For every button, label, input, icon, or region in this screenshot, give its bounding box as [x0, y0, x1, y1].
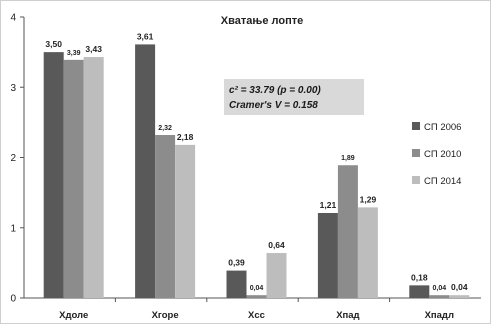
bar-2-5: [429, 295, 450, 298]
bar-3-1: [83, 57, 104, 299]
y-tick-label: 0: [10, 294, 16, 305]
bar-3-2: [175, 144, 196, 298]
x-category-label: Хпадл: [425, 310, 454, 321]
bar-2-1: [63, 59, 84, 298]
data-label: 2,18: [177, 132, 194, 142]
bar-3-5: [449, 295, 470, 298]
bar-1-4: [317, 212, 338, 298]
data-label: 1,21: [320, 200, 337, 210]
stats-annotation: c² = 33.79 (p = 0.00) Cramer's V = 0.158: [224, 79, 364, 115]
data-label: 0,04: [432, 285, 446, 292]
stats-box: [224, 79, 364, 115]
data-label: 3,61: [137, 31, 154, 41]
legend-swatch: [412, 122, 420, 130]
data-label: 0,39: [228, 258, 245, 268]
chi-square-text: c² = 33.79 (p = 0.00): [229, 85, 321, 96]
bar-3-3: [266, 253, 287, 298]
bar-2-4: [337, 165, 358, 298]
data-label: 1,89: [341, 155, 355, 162]
bar-2-2: [155, 135, 176, 298]
x-category-label: Хсс: [248, 310, 265, 321]
data-label: 0,18: [411, 272, 428, 282]
cramers-v-text: Cramer's V = 0.158: [229, 100, 318, 111]
data-label: 0,64: [268, 240, 285, 250]
legend-label: СП 2014: [424, 176, 461, 187]
bar-1-5: [409, 285, 430, 298]
y-tick-label: 3: [10, 83, 16, 94]
legend-swatch: [412, 176, 420, 184]
chart-title: Хватање лопте: [221, 15, 303, 27]
bar-1-1: [43, 52, 64, 298]
x-category-label: Хдоле: [59, 310, 88, 321]
bar-1-2: [135, 44, 156, 299]
bars: 3,50 3,39 3,43 3,61 2,32 2,18 0,39 0,04 0,64 1,21…: [43, 31, 470, 299]
data-label: 3,39: [67, 50, 81, 57]
y-tick-label: 4: [10, 13, 16, 24]
legend-label: СП 2006: [424, 122, 461, 133]
y-tick-label: 1: [10, 223, 16, 234]
legend-label: СП 2010: [424, 149, 461, 160]
y-tick-label: 2: [10, 153, 16, 164]
bar-1-3: [226, 270, 247, 298]
legend: СП 2006 СП 2010 СП 2014: [412, 122, 461, 187]
data-label: 0,04: [250, 285, 264, 292]
x-category-label: Хпад: [336, 310, 359, 321]
data-label: 1,29: [360, 194, 377, 204]
x-category-label: Хгоре: [152, 310, 179, 321]
legend-swatch: [412, 149, 420, 157]
bar-2-3: [246, 295, 267, 298]
data-label: 3,43: [85, 44, 102, 54]
data-label: 2,32: [158, 125, 172, 132]
y-axis: 0 1 2 3 4: [10, 13, 25, 305]
bar-3-4: [357, 207, 378, 298]
data-label: 3,50: [45, 39, 62, 49]
data-label: 0,04: [451, 282, 468, 292]
